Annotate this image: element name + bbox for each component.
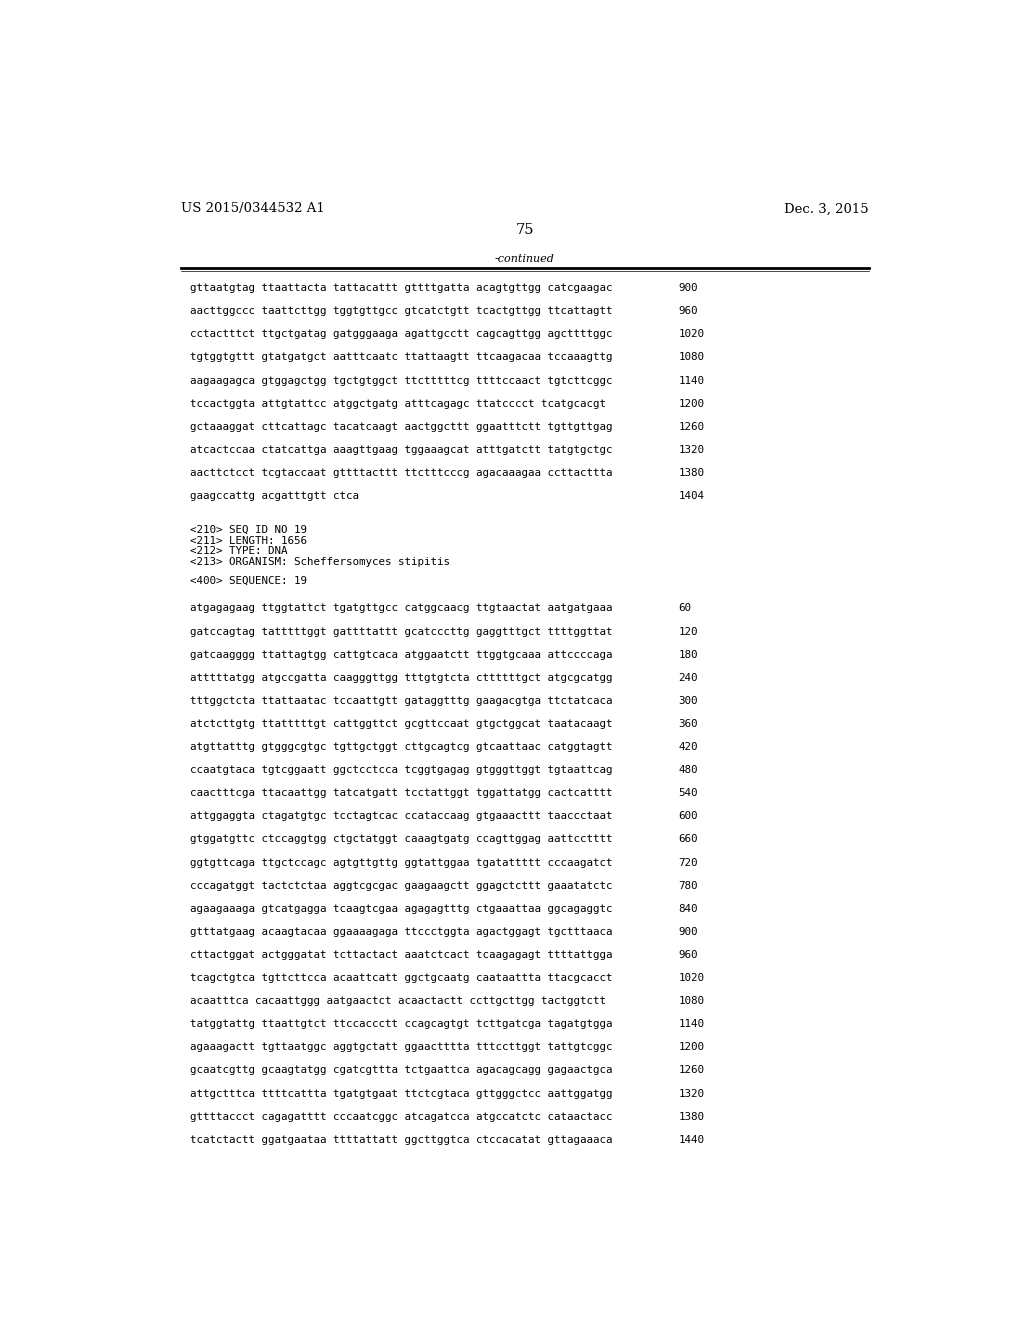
Text: 1320: 1320 [678, 445, 705, 455]
Text: 1140: 1140 [678, 1019, 705, 1030]
Text: -continued: -continued [495, 253, 555, 264]
Text: 1440: 1440 [678, 1135, 705, 1144]
Text: agaaagactt tgttaatggc aggtgctatt ggaactttta tttccttggt tattgtcggc: agaaagactt tgttaatggc aggtgctatt ggaactt… [190, 1043, 612, 1052]
Text: <212> TYPE: DNA: <212> TYPE: DNA [190, 546, 288, 557]
Text: 1260: 1260 [678, 422, 705, 432]
Text: 1404: 1404 [678, 491, 705, 502]
Text: gtggatgttc ctccaggtgg ctgctatggt caaagtgatg ccagttggag aattcctttt: gtggatgttc ctccaggtgg ctgctatggt caaagtg… [190, 834, 612, 845]
Text: gatcaagggg ttattagtgg cattgtcaca atggaatctt ttggtgcaaa attccccaga: gatcaagggg ttattagtgg cattgtcaca atggaat… [190, 649, 612, 660]
Text: gatccagtag tatttttggt gattttattt gcatcccttg gaggtttgct ttttggttat: gatccagtag tatttttggt gattttattt gcatccc… [190, 627, 612, 636]
Text: Dec. 3, 2015: Dec. 3, 2015 [784, 202, 869, 215]
Text: 1200: 1200 [678, 399, 705, 409]
Text: 660: 660 [678, 834, 697, 845]
Text: 540: 540 [678, 788, 697, 799]
Text: 300: 300 [678, 696, 697, 706]
Text: 480: 480 [678, 766, 697, 775]
Text: tcatctactt ggatgaataa ttttattatt ggcttggtca ctccacatat gttagaaaca: tcatctactt ggatgaataa ttttattatt ggcttgg… [190, 1135, 612, 1144]
Text: ggtgttcaga ttgctccagc agtgttgttg ggtattggaa tgatattttt cccaagatct: ggtgttcaga ttgctccagc agtgttgttg ggtattg… [190, 858, 612, 867]
Text: 1380: 1380 [678, 1111, 705, 1122]
Text: gaagccattg acgatttgtt ctca: gaagccattg acgatttgtt ctca [190, 491, 359, 502]
Text: US 2015/0344532 A1: US 2015/0344532 A1 [180, 202, 325, 215]
Text: gctaaaggat cttcattagc tacatcaagt aactggcttt ggaatttctt tgttgttgag: gctaaaggat cttcattagc tacatcaagt aactggc… [190, 422, 612, 432]
Text: 75: 75 [515, 223, 535, 238]
Text: 240: 240 [678, 673, 697, 682]
Text: 960: 960 [678, 306, 697, 317]
Text: agaagaaaga gtcatgagga tcaagtcgaa agagagtttg ctgaaattaa ggcagaggtc: agaagaaaga gtcatgagga tcaagtcgaa agagagt… [190, 904, 612, 913]
Text: 1020: 1020 [678, 973, 705, 983]
Text: atgagagaag ttggtattct tgatgttgcc catggcaacg ttgtaactat aatgatgaaa: atgagagaag ttggtattct tgatgttgcc catggca… [190, 603, 612, 614]
Text: gttaatgtag ttaattacta tattacattt gttttgatta acagtgttgg catcgaagac: gttaatgtag ttaattacta tattacattt gttttga… [190, 284, 612, 293]
Text: tttggctcta ttattaatac tccaattgtt gataggtttg gaagacgtga ttctatcaca: tttggctcta ttattaatac tccaattgtt gataggt… [190, 696, 612, 706]
Text: 720: 720 [678, 858, 697, 867]
Text: atttttatgg atgccgatta caagggttgg tttgtgtcta cttttttgct atgcgcatgg: atttttatgg atgccgatta caagggttgg tttgtgt… [190, 673, 612, 682]
Text: cccagatggt tactctctaa aggtcgcgac gaagaagctt ggagctcttt gaaatatctc: cccagatggt tactctctaa aggtcgcgac gaagaag… [190, 880, 612, 891]
Text: gtttatgaag acaagtacaa ggaaaagaga ttccctggta agactggagt tgctttaaca: gtttatgaag acaagtacaa ggaaaagaga ttccctg… [190, 927, 612, 937]
Text: gttttaccct cagagatttt cccaatcggc atcagatcca atgccatctc cataactacc: gttttaccct cagagatttt cccaatcggc atcagat… [190, 1111, 612, 1122]
Text: <210> SEQ ID NO 19: <210> SEQ ID NO 19 [190, 525, 307, 535]
Text: cttactggat actgggatat tcttactact aaatctcact tcaagagagt ttttattgga: cttactggat actgggatat tcttactact aaatctc… [190, 950, 612, 960]
Text: 180: 180 [678, 649, 697, 660]
Text: <211> LENGTH: 1656: <211> LENGTH: 1656 [190, 536, 307, 545]
Text: aacttctcct tcgtaccaat gttttacttt ttctttcccg agacaaagaa ccttacttta: aacttctcct tcgtaccaat gttttacttt ttctttc… [190, 469, 612, 478]
Text: 780: 780 [678, 880, 697, 891]
Text: caactttcga ttacaattgg tatcatgatt tcctattggt tggattatgg cactcatttt: caactttcga ttacaattgg tatcatgatt tcctatt… [190, 788, 612, 799]
Text: aagaagagca gtggagctgg tgctgtggct ttctttttcg ttttccaact tgtcttcggc: aagaagagca gtggagctgg tgctgtggct ttctttt… [190, 376, 612, 385]
Text: 1020: 1020 [678, 330, 705, 339]
Text: <213> ORGANISM: Scheffersomyces stipitis: <213> ORGANISM: Scheffersomyces stipitis [190, 557, 450, 568]
Text: 960: 960 [678, 950, 697, 960]
Text: atcactccaa ctatcattga aaagttgaag tggaaagcat atttgatctt tatgtgctgc: atcactccaa ctatcattga aaagttgaag tggaaag… [190, 445, 612, 455]
Text: 120: 120 [678, 627, 697, 636]
Text: 420: 420 [678, 742, 697, 752]
Text: tcagctgtca tgttcttcca acaattcatt ggctgcaatg caataattta ttacgcacct: tcagctgtca tgttcttcca acaattcatt ggctgca… [190, 973, 612, 983]
Text: tccactggta attgtattcc atggctgatg atttcagagc ttatcccct tcatgcacgt: tccactggta attgtattcc atggctgatg atttcag… [190, 399, 606, 409]
Text: aacttggccc taattcttgg tggtgttgcc gtcatctgtt tcactgttgg ttcattagtt: aacttggccc taattcttgg tggtgttgcc gtcatct… [190, 306, 612, 317]
Text: 1200: 1200 [678, 1043, 705, 1052]
Text: 1080: 1080 [678, 997, 705, 1006]
Text: attggaggta ctagatgtgc tcctagtcac ccataccaag gtgaaacttt taaccctaat: attggaggta ctagatgtgc tcctagtcac ccatacc… [190, 812, 612, 821]
Text: 900: 900 [678, 927, 697, 937]
Text: tgtggtgttt gtatgatgct aatttcaatc ttattaagtt ttcaagacaa tccaaagttg: tgtggtgttt gtatgatgct aatttcaatc ttattaa… [190, 352, 612, 363]
Text: tatggtattg ttaattgtct ttccaccctt ccagcagtgt tcttgatcga tagatgtgga: tatggtattg ttaattgtct ttccaccctt ccagcag… [190, 1019, 612, 1030]
Text: 1320: 1320 [678, 1089, 705, 1098]
Text: acaatttca cacaattggg aatgaactct acaactactt ccttgcttgg tactggtctt: acaatttca cacaattggg aatgaactct acaactac… [190, 997, 606, 1006]
Text: 1080: 1080 [678, 352, 705, 363]
Text: 360: 360 [678, 719, 697, 729]
Text: 1140: 1140 [678, 376, 705, 385]
Text: <400> SEQUENCE: 19: <400> SEQUENCE: 19 [190, 576, 307, 586]
Text: 600: 600 [678, 812, 697, 821]
Text: 60: 60 [678, 603, 691, 614]
Text: 1380: 1380 [678, 469, 705, 478]
Text: ccaatgtaca tgtcggaatt ggctcctcca tcggtgagag gtgggttggt tgtaattcag: ccaatgtaca tgtcggaatt ggctcctcca tcggtga… [190, 766, 612, 775]
Text: gcaatcgttg gcaagtatgg cgatcgttta tctgaattca agacagcagg gagaactgca: gcaatcgttg gcaagtatgg cgatcgttta tctgaat… [190, 1065, 612, 1076]
Text: attgctttca ttttcattta tgatgtgaat ttctcgtaca gttgggctcc aattggatgg: attgctttca ttttcattta tgatgtgaat ttctcgt… [190, 1089, 612, 1098]
Text: 1260: 1260 [678, 1065, 705, 1076]
Text: cctactttct ttgctgatag gatgggaaga agattgcctt cagcagttgg agcttttggc: cctactttct ttgctgatag gatgggaaga agattgc… [190, 330, 612, 339]
Text: atgttatttg gtgggcgtgc tgttgctggt cttgcagtcg gtcaattaac catggtagtt: atgttatttg gtgggcgtgc tgttgctggt cttgcag… [190, 742, 612, 752]
Text: 840: 840 [678, 904, 697, 913]
Text: atctcttgtg ttatttttgt cattggttct gcgttccaat gtgctggcat taatacaagt: atctcttgtg ttatttttgt cattggttct gcgttcc… [190, 719, 612, 729]
Text: 900: 900 [678, 284, 697, 293]
